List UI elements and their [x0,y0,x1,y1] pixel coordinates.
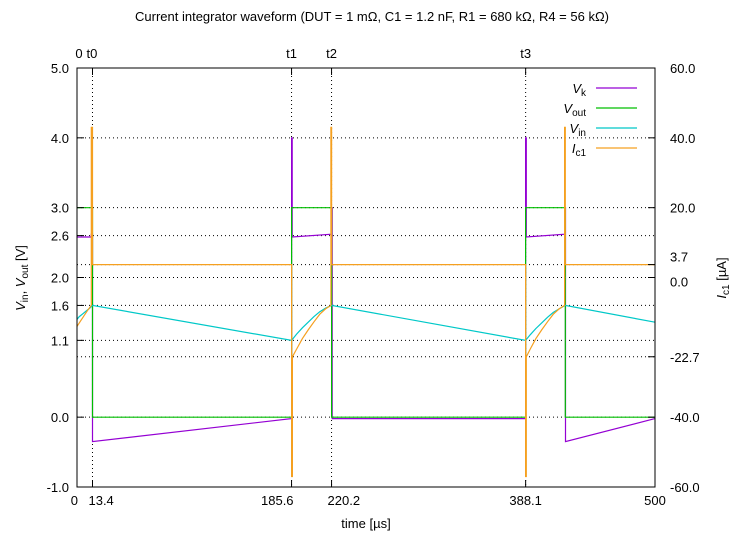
y-right-tick-label: -60.0 [670,480,700,495]
y-right-tick-label: 40.0 [670,131,695,146]
x-tick-label: 500 [644,493,666,508]
x-top-tick-label: t3 [520,46,531,61]
x-top-tick-label: 0 [75,46,82,61]
series-line-vk [77,137,656,443]
chart-title: Current integrator waveform (DUT = 1 mΩ,… [135,9,609,24]
y-left-tick-label: 2.0 [51,271,69,286]
series-line-vout [77,207,655,418]
y-left-tick-label: 0.0 [51,410,69,425]
series-line-vin [76,304,656,342]
x-axis-label: time [µs] [341,516,390,531]
x-tick-label: 0 [71,493,78,508]
y-right-tick-label: 60.0 [670,61,695,76]
y-right-tick-label: 20.0 [670,201,695,216]
series-line-ic1 [76,126,655,478]
legend: Vk Vout Vin Ic1 [563,81,637,159]
y-left-tick-label: 5.0 [51,61,69,76]
y-left-tick-label: 3.0 [51,201,69,216]
x-tick-label: 220.2 [328,493,361,508]
legend-label: Ic1 [572,141,587,159]
y-right-tick-label: 0.0 [670,275,688,290]
y-left-tick-label: 2.6 [51,229,69,244]
x-tick-label: 388.1 [509,493,542,508]
y-right-tick-label: -22.7 [670,350,700,365]
x-top-tick-label: t0 [86,46,97,61]
series-lines [76,126,656,478]
axis-ticks [76,67,656,488]
legend-label: Vk [572,81,587,99]
x-top-tick-label: t1 [286,46,297,61]
y-left-tick-label: 1.1 [51,333,69,348]
y-left-tick-label: 4.0 [51,131,69,146]
y-left-tick-label: 1.6 [51,298,69,313]
y-left-tick-label: -1.0 [47,480,69,495]
legend-label: Vout [563,101,586,119]
y-right-tick-label: 3.7 [670,250,688,265]
x-tick-label: 13.4 [88,493,113,508]
y-right-tick-label: -40.0 [670,410,700,425]
grid [77,68,655,487]
y-axis-label-left: Vin, Vout [V] [13,245,31,311]
tick-labels: 0 13.4 185.6 220.2 388.1 500 0 t0 t1 t2 t3 -1.0 0.0 1… [47,46,700,508]
y-axis-label-right: Ic1 [µA] [714,257,732,298]
x-tick-label: 185.6 [261,493,294,508]
legend-label: Vin [570,121,586,139]
x-top-tick-label: t2 [326,46,337,61]
